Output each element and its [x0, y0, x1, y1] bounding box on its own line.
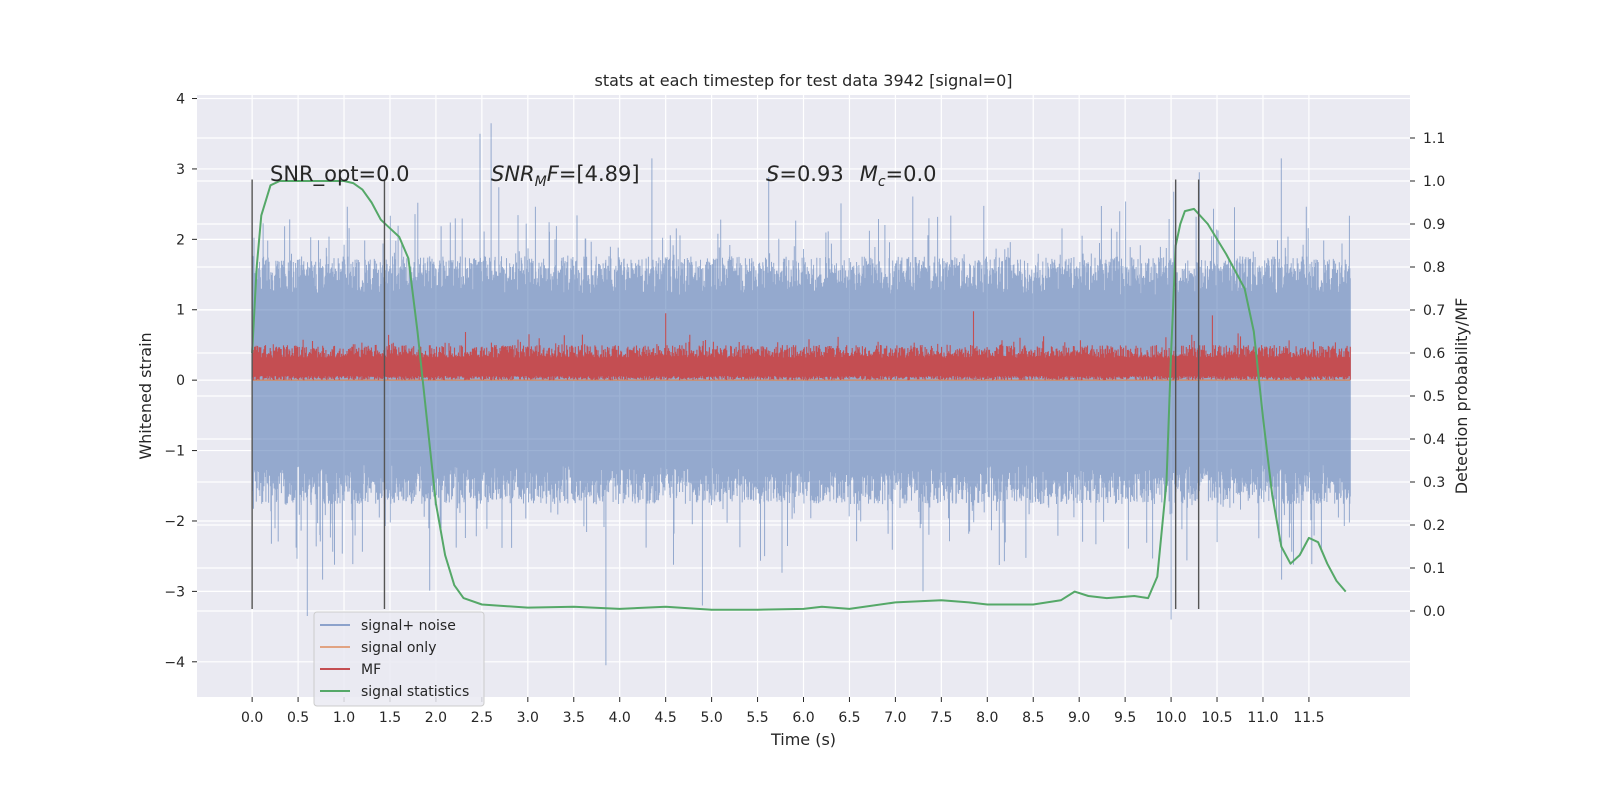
y2-tick-label: 0.0 — [1423, 604, 1445, 620]
y2-tick-label: 1.0 — [1423, 174, 1445, 190]
y-tick-label: −2 — [164, 514, 185, 530]
x-tick-label: 8.5 — [1022, 710, 1044, 726]
y2-tick-label: 0.6 — [1423, 346, 1445, 362]
y2-tick-label: 0.1 — [1423, 561, 1445, 577]
y-tick-label: 3 — [176, 162, 185, 178]
y2-tick-label: 1.1 — [1423, 131, 1445, 147]
legend-label: signal statistics — [361, 684, 469, 700]
x-tick-label: 4.5 — [655, 710, 677, 726]
x-tick-label: 5.5 — [746, 710, 768, 726]
x-tick-label: 5.0 — [700, 710, 722, 726]
x-tick-label: 1.5 — [379, 710, 401, 726]
y2-tick-label: 0.7 — [1423, 303, 1445, 319]
x-tick-label: 0.5 — [287, 710, 309, 726]
x-axis-label: Time (s) — [770, 730, 836, 749]
legend: signal+ noise signal only MF signal statist… — [313, 611, 485, 707]
tick-labels: 0.0 0.5 1.0 1.5 2.0 2.5 3.0 3.5 4.0 4.5 5.0 5.5 6.0 6… — [164, 92, 1445, 726]
x-tick-label: 2.5 — [471, 710, 493, 726]
x-tick-label: 3.0 — [517, 710, 539, 726]
x-tick-label: 11.0 — [1247, 710, 1278, 726]
y-axis-label: Whitened strain — [136, 332, 155, 459]
x-tick-label: 10.5 — [1201, 710, 1232, 726]
x-tick-label: 9.5 — [1114, 710, 1136, 726]
y2-tick-label: 0.3 — [1423, 475, 1445, 491]
x-tick-label: 6.0 — [792, 710, 814, 726]
y-tick-label: 2 — [176, 232, 185, 248]
y2-tick-label: 0.4 — [1423, 432, 1445, 448]
x-tick-label: 6.5 — [838, 710, 860, 726]
legend-label: signal+ noise — [361, 618, 456, 634]
chart-title: stats at each timestep for test data 394… — [594, 71, 1012, 90]
y-tick-label: 4 — [176, 92, 185, 108]
y2-axis-label: Detection probability/MF — [1452, 298, 1471, 495]
x-tick-label: 0.0 — [241, 710, 263, 726]
x-tick-label: 10.0 — [1155, 710, 1186, 726]
y-tick-label: −3 — [164, 584, 185, 600]
x-tick-label: 1.0 — [333, 710, 355, 726]
x-tick-label: 7.5 — [930, 710, 952, 726]
x-tick-label: 9.0 — [1068, 710, 1090, 726]
series-signal-statistics — [251, 180, 1347, 611]
legend-label: MF — [361, 662, 381, 678]
y-tick-label: 0 — [176, 373, 185, 389]
y2-tick-label: 0.8 — [1423, 260, 1445, 276]
y-tick-label: −1 — [164, 444, 185, 460]
vertical-markers — [251, 179, 1200, 609]
annotation-snr-mf: SNRMF=[4.89] — [491, 162, 640, 190]
y2-tick-label: 0.2 — [1423, 518, 1445, 534]
x-tick-label: 11.5 — [1293, 710, 1324, 726]
y-tick-label: −4 — [164, 655, 185, 671]
x-tick-label: 8.0 — [976, 710, 998, 726]
annotation-s-mc: S=0.93 Mc=0.0 — [766, 162, 937, 190]
x-tick-label: 4.0 — [609, 710, 631, 726]
legend-label: signal only — [361, 640, 436, 656]
legend-box — [313, 611, 485, 707]
y2-tick-label: 0.5 — [1423, 389, 1445, 405]
y-tick-label: 1 — [176, 303, 185, 319]
y2-tick-label: 0.9 — [1423, 217, 1445, 233]
annotation-snr-opt: SNR_opt=0.0 — [270, 162, 410, 187]
x-tick-label: 7.0 — [884, 710, 906, 726]
x-tick-label: 3.5 — [563, 710, 585, 726]
x-tick-label: 2.0 — [425, 710, 447, 726]
